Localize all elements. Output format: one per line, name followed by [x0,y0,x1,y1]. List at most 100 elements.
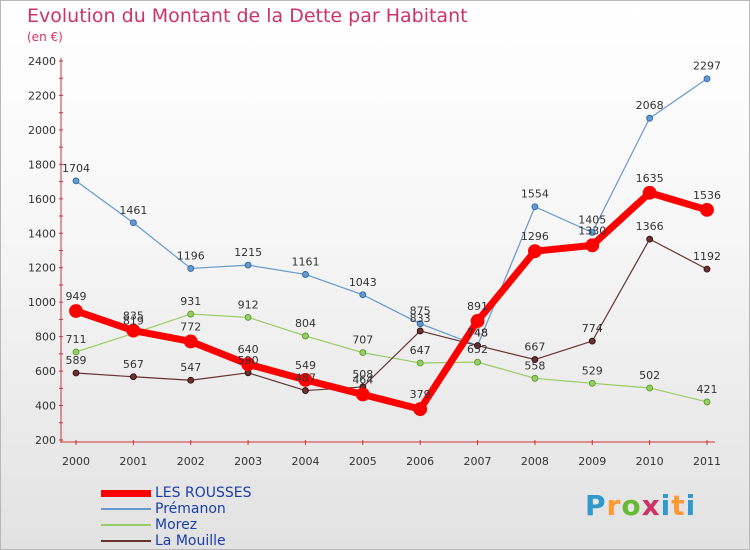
data-point-les-rousses [528,244,542,259]
data-label-la-mouille: 748 [467,327,488,340]
legend-item-morez: Morez [101,517,361,533]
x-tick-label: 2001 [119,455,147,468]
data-label-les-rousses: 835 [123,310,144,323]
data-point-pr-manon [72,177,80,185]
data-label-les-rousses: 1536 [693,189,721,202]
data-label-les-rousses: 1635 [636,172,664,185]
data-point-les-rousses [642,185,657,200]
chart-subtitle: (en €) [27,30,63,44]
y-tick-label: 400 [35,400,56,413]
x-tick-label: 2000 [62,455,90,468]
legend-swatch [101,524,151,526]
legend-item-la-mouille: La Mouille [101,533,361,549]
y-tick-label: 1200 [28,262,56,275]
data-point-la-mouille [72,369,80,377]
data-point-morez [531,374,539,382]
data-point-la-mouille [531,356,539,363]
data-label-pr-manon: 2297 [693,60,721,73]
data-label-les-rousses: 1296 [521,230,549,243]
data-label-la-mouille: 667 [524,341,545,354]
y-tick-label: 1000 [28,296,56,309]
data-point-morez [72,348,80,356]
data-point-pr-manon [359,291,367,299]
data-point-les-rousses [585,238,600,253]
data-point-pr-manon [416,320,424,328]
legend-item-les-rousses: LES ROUSSES [101,485,361,501]
data-label-la-mouille: 1366 [636,220,664,233]
data-point-morez [244,313,252,321]
legend-swatch [101,508,151,510]
data-label-les-rousses: 1330 [578,224,606,237]
series-line-pr-manon [75,78,708,347]
data-label-les-rousses: 549 [295,359,316,372]
data-label-la-mouille: 547 [180,361,201,374]
y-tick-label: 600 [35,365,56,378]
y-tick-label: 200 [35,434,56,447]
data-label-pr-manon: 748 [467,327,488,340]
data-point-pr-manon [129,219,137,227]
data-point-pr-manon [646,114,654,122]
legend-label: La Mouille [155,533,226,549]
legend-label: Morez [155,517,198,533]
data-point-pr-manon [187,265,195,272]
data-label-pr-manon: 1704 [62,162,90,175]
data-label-morez: 529 [582,364,603,377]
data-point-les-rousses [355,387,370,402]
data-label-pr-manon: 1554 [521,188,549,201]
data-point-morez [474,358,481,366]
data-point-la-mouille [588,337,596,345]
data-label-la-mouille: 508 [352,368,373,381]
y-tick-label: 2200 [28,89,56,102]
data-point-morez [302,332,309,340]
data-point-pr-manon [588,229,596,236]
data-point-la-mouille [703,265,711,273]
data-label-pr-manon: 2068 [636,99,664,112]
x-tick-label: 2009 [578,455,606,468]
x-tick-label: 2003 [234,455,262,468]
data-label-morez: 502 [639,369,660,382]
x-tick-label: 2004 [291,455,319,468]
y-tick-label: 1400 [28,227,56,240]
data-label-morez: 558 [524,359,545,372]
data-point-la-mouille [187,376,195,384]
x-tick-label: 2002 [177,455,205,468]
data-label-morez: 652 [467,343,488,356]
x-tick-label: 2011 [693,455,721,468]
data-point-pr-manon [302,271,309,278]
data-point-morez [359,349,367,357]
data-label-la-mouille: 590 [238,354,259,367]
x-tick-label: 2006 [406,455,434,468]
y-tick-label: 800 [35,331,56,344]
legend: LES ROUSSES Prémanon Morez La Mouille [101,485,361,549]
x-tick-label: 2005 [349,455,377,468]
data-label-la-mouille: 1192 [693,250,721,263]
data-label-morez: 647 [410,344,431,357]
data-point-les-rousses [183,334,198,349]
data-label-les-rousses: 379 [410,388,431,401]
data-point-les-rousses [69,304,83,318]
data-label-les-rousses: 949 [66,290,87,303]
data-point-les-rousses [126,323,141,338]
data-point-morez [416,359,424,367]
data-point-morez [703,398,711,406]
data-label-pr-manon: 1196 [177,249,205,262]
x-tick-label: 2007 [464,455,492,468]
y-tick-label: 1600 [28,193,56,206]
data-label-pr-manon: 1215 [234,246,262,259]
data-label-morez: 421 [697,383,718,396]
data-label-pr-manon: 1161 [291,255,319,268]
data-label-morez: 711 [66,333,87,346]
proxiti-logo: Proxiti [585,489,697,522]
data-point-morez [646,384,654,392]
data-label-la-mouille: 833 [410,312,431,325]
data-label-la-mouille: 774 [582,322,603,335]
data-point-morez [588,379,596,387]
data-point-la-mouille [129,373,137,381]
data-label-les-rousses: 772 [180,320,201,333]
data-point-les-rousses [700,202,714,217]
y-tick-label: 2000 [28,124,56,137]
data-label-la-mouille: 487 [295,372,316,385]
data-point-la-mouille [416,327,424,335]
